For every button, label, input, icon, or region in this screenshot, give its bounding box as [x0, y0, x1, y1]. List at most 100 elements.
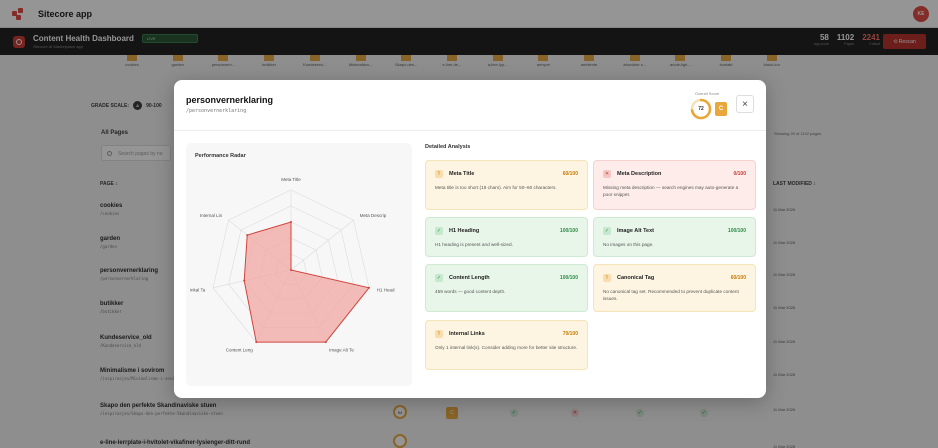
card-title: Image Alt Text [617, 228, 654, 234]
stat-label: Critical [869, 42, 880, 46]
score-bar-label: Skapo den... [394, 62, 418, 67]
radar-axis-label-image-alt-te: Image Alt Te [329, 347, 354, 352]
row-page-path: /inspirasjon/Minimalisme-i-sovirom [100, 376, 182, 381]
row-page-name: Skapo den perfekte Skandinaviske stuen [100, 403, 217, 409]
row-page-name: personvernerklaring [100, 268, 159, 274]
dashboard-title: Content Health Dashboard [33, 34, 134, 43]
row-grade-badge: C [446, 407, 458, 419]
row-last-modified: 11 Mar 2026 [773, 372, 796, 377]
score-bar-label: ambiente [580, 62, 598, 67]
analysis-card-h1-heading: ✓ H1 Heading 100/100 H1 heading is present … [425, 217, 588, 257]
radar-point-inkal-ta [243, 279, 246, 282]
score-bar [172, 55, 183, 61]
row-page-name: cookies [100, 203, 123, 209]
card-description: Only 1 internal link(s). Consider adding… [435, 345, 578, 350]
score-bar [127, 55, 137, 61]
stat-avg-score: 58 avg score [814, 33, 829, 46]
close-button[interactable]: × [736, 95, 754, 113]
radar-axis-label-h1-head: H1 Head [377, 288, 395, 293]
performance-radar-chart: Meta Title Meta Descrip H1 Head Image Alt T… [190, 177, 395, 352]
radar-axis-label-meta-descrip: Meta Descrip [360, 213, 387, 218]
row-last-modified: 11 Mar 2026 [773, 207, 796, 212]
score-bar [264, 55, 275, 61]
column-header-page[interactable]: PAGE ↕ [100, 181, 118, 187]
user-avatar[interactable]: KE [913, 6, 929, 22]
analysis-card-meta-description: ✕ Meta Description 0/100 Missing meta descr… [593, 160, 756, 210]
table-row[interactable]: garden/garden [100, 236, 120, 249]
page-detail-modal: personvernerklaring /personvernerklaring… [174, 80, 766, 398]
stat-critical: 2241 Critical [862, 33, 880, 46]
close-icon: × [742, 98, 748, 110]
cross-icon: ✕ [571, 409, 579, 417]
detailed-analysis-title: Detailed Analysis [425, 144, 471, 150]
score-bar-label: e-line de... [442, 62, 462, 67]
row-last-modified: 11 Mar 2026 [773, 240, 796, 245]
app-topbar: Sitecore app KE [0, 0, 938, 28]
radar-point-image-alt-te [324, 341, 327, 344]
score-bar-label: personvern... [211, 62, 236, 67]
search-input[interactable]: Search pages by na [101, 145, 171, 161]
table-row[interactable]: Kundeservice_old/Kundeservice_old [100, 335, 152, 348]
table-row[interactable]: personvernerklaring/personvernerklaring [100, 268, 158, 281]
check-icon: ✓ [435, 274, 443, 282]
radar-series-area [243, 221, 370, 343]
stat-label: avg score [813, 42, 829, 46]
analysis-card-canonical-tag: ! Canonical Tag 60/100 No canonical tag set… [593, 264, 756, 312]
sitecore-logo-icon [12, 7, 24, 20]
grade-a-range: 90-100 [146, 102, 162, 109]
score-bar-label: kontakt [719, 62, 733, 67]
score-bar-label: cookies [125, 62, 139, 67]
column-header-last-modified[interactable]: LAST MODIFIED ↕ [773, 181, 816, 187]
radar-point-meta-descrip [290, 269, 292, 271]
score-bar-label: Minimalism... [348, 62, 373, 67]
radar-point-h1-head [367, 286, 370, 289]
score-bar [721, 55, 732, 61]
dashboard-content: cookies garden personvern... butikker Kundes… [0, 55, 938, 448]
card-score: 70/100 [562, 331, 578, 337]
stat-value: 58 [819, 33, 829, 42]
row-last-modified: 11 Mar 2026 [773, 272, 796, 277]
table-row[interactable]: Skapo den perfekte Skandinaviske stuen/i… [100, 403, 223, 416]
score-bar [355, 55, 366, 61]
radar-axis-label-content-leng: Content Leng [226, 347, 254, 352]
grade-scale: GRADE SCALE: A 90-100 [91, 101, 162, 110]
score-bar-label: anole-ligh... [670, 62, 691, 67]
radar-axis-line [290, 219, 354, 271]
row-last-modified: 11 Mar 2026 [773, 339, 796, 344]
score-bar [309, 55, 320, 61]
row-score-ring [393, 434, 407, 448]
table-row[interactable]: butikker/butikker [100, 301, 123, 314]
score-bar-row: cookies garden personvern... butikker Kundes… [120, 55, 840, 69]
row-page-path: /cookies [100, 211, 120, 216]
check-icon: ✓ [700, 409, 708, 417]
score-bar-label: armyve [536, 62, 550, 67]
row-page-path: /butikker [100, 309, 122, 314]
header-stats: 58 avg score 1102 Pages 2241 Critical [814, 33, 880, 46]
card-description: H1 heading is present and well-sized. [435, 242, 513, 247]
card-score: 100/100 [727, 228, 746, 234]
warning-icon: ! [435, 170, 443, 178]
search-icon [107, 151, 112, 156]
row-score-ring: 54 [393, 405, 407, 419]
score-bar [584, 55, 594, 61]
score-bar [446, 55, 457, 61]
score-bar [401, 55, 412, 61]
check-icon: ✓ [603, 227, 611, 235]
table-row[interactable]: cookies/cookies [100, 203, 122, 216]
table-row[interactable]: Minimalisme i sovirom/inspirasjon/Minima… [100, 368, 182, 381]
radar-title: Performance Radar [195, 153, 246, 159]
app-title: Sitecore app [38, 8, 93, 19]
score-bar-label: butikker [262, 62, 277, 67]
card-title: Meta Title [449, 171, 475, 177]
table-row[interactable]: e-line-lerrplate-i-hvitolet-vikafiner-ly… [100, 440, 250, 448]
card-score: 0/100 [733, 171, 746, 177]
card-title: Canonical Tag [617, 275, 655, 281]
grade-scale-label: GRADE SCALE: [91, 102, 130, 109]
analysis-card-image-alt-text: ✓ Image Alt Text 100/100 No images on this … [593, 217, 756, 257]
row-last-modified: 11 Mar 2026 [773, 305, 796, 310]
analysis-card-internal-links: ! Internal Links 70/100 Only 1 internal lin… [425, 320, 588, 370]
row-page-path: /Kundeservice_old [100, 343, 141, 348]
rescan-button[interactable]: ⟲ Rescan [883, 34, 926, 49]
modal-page-title: personvernerklaring [186, 95, 274, 105]
performance-radar-panel: Performance Radar Meta Title Meta Descrip… [186, 143, 412, 386]
